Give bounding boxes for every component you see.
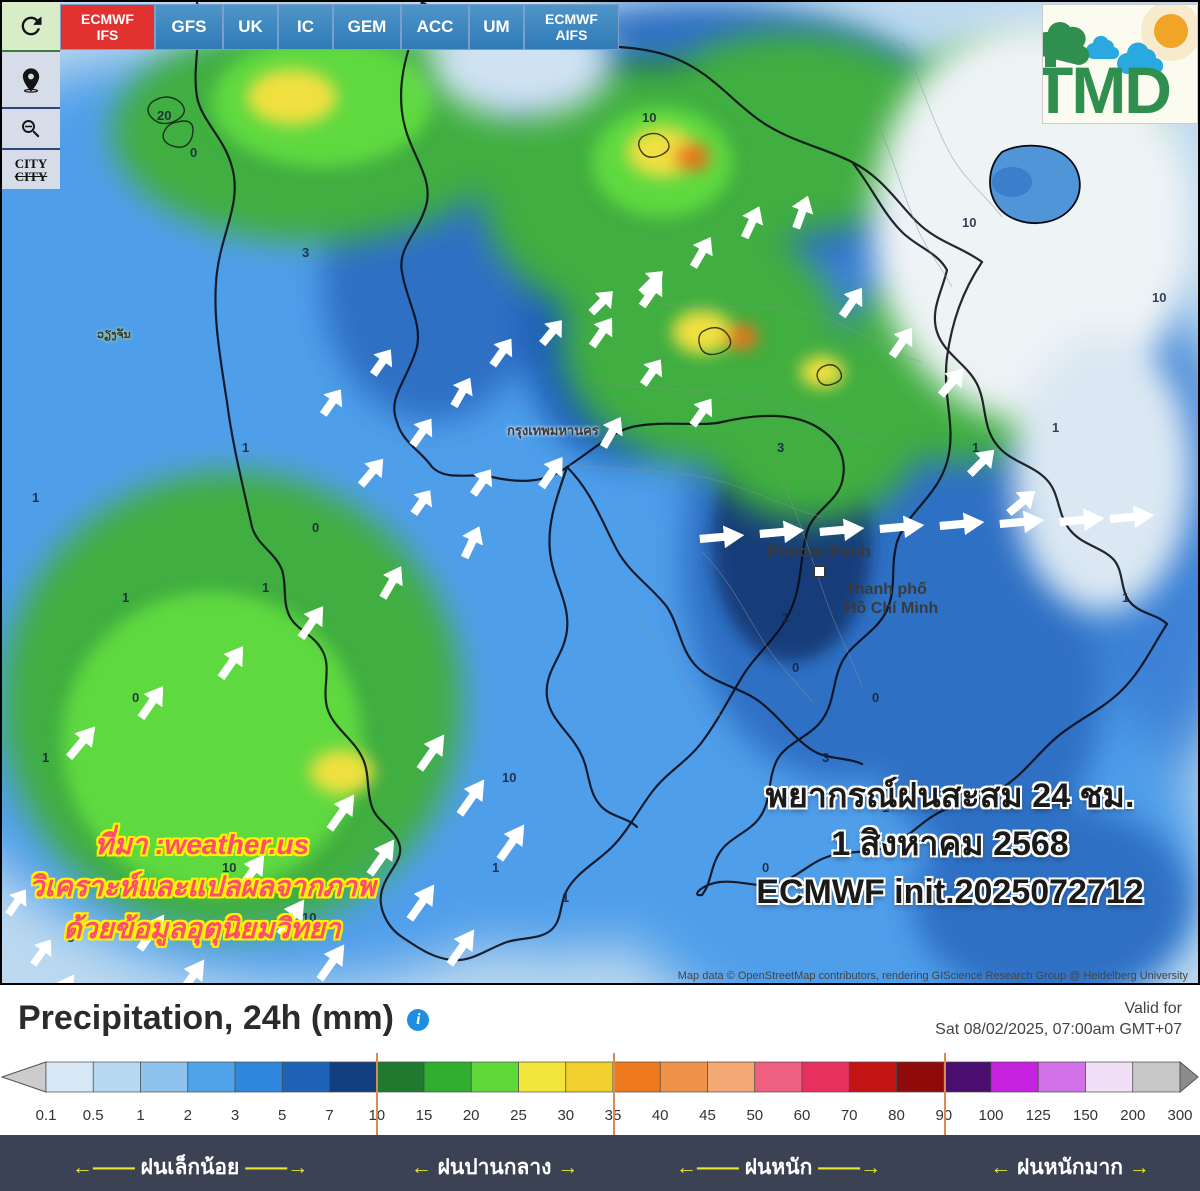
svg-text:0: 0 [792,660,799,675]
svg-text:10: 10 [962,215,976,230]
svg-text:0: 0 [872,690,879,705]
svg-text:1: 1 [32,490,39,505]
svg-text:3: 3 [777,440,784,455]
svg-text:TMD: TMD [1043,53,1170,123]
svg-text:3: 3 [302,245,309,260]
svg-text:1: 1 [262,580,269,595]
svg-text:0: 0 [312,520,319,535]
svg-text:1: 1 [122,590,129,605]
svg-text:3: 3 [822,750,829,765]
svg-text:0: 0 [132,690,139,705]
svg-text:1: 1 [42,750,49,765]
svg-text:10: 10 [1152,290,1166,305]
svg-text:10: 10 [502,770,516,785]
svg-text:1: 1 [782,610,789,625]
svg-text:10: 10 [642,110,656,125]
svg-text:20: 20 [157,108,171,123]
svg-text:0: 0 [190,145,197,160]
svg-text:1: 1 [1052,420,1059,435]
svg-text:1: 1 [242,440,249,455]
svg-text:1: 1 [1122,590,1129,605]
svg-text:1: 1 [562,890,569,905]
svg-text:1: 1 [492,860,499,875]
